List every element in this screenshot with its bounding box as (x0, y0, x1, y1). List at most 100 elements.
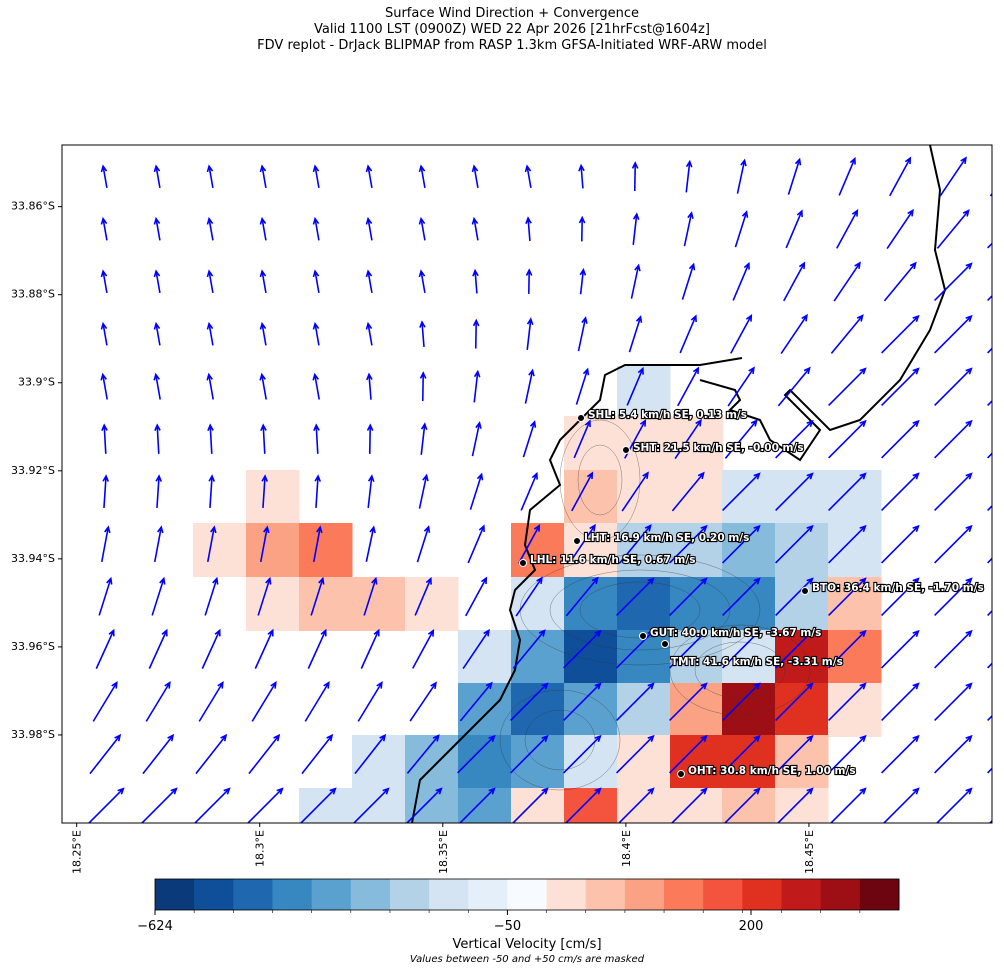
convergence-cell (670, 470, 724, 524)
colorbar-swatch (781, 879, 822, 910)
wind-arrow (722, 577, 761, 616)
x-tick-label: 18.25°E (71, 830, 84, 874)
wind-arrow (734, 210, 749, 248)
wind-arrow (881, 524, 920, 564)
wind-arrow (833, 261, 861, 302)
wind-arrow (204, 576, 219, 616)
station-dot (519, 559, 527, 567)
wind-arrow (987, 294, 992, 301)
wind-arrow (515, 576, 543, 617)
wind-arrow (934, 734, 973, 774)
convergence-cell (670, 523, 724, 577)
wind-arrow (299, 787, 337, 823)
wind-arrow (881, 577, 920, 616)
wind-arrow (732, 261, 750, 301)
wind-arrow (987, 714, 992, 721)
wind-arrow (934, 262, 973, 301)
wind-arrow (472, 318, 480, 349)
wind-arrow (511, 787, 549, 823)
wind-arrow (889, 156, 912, 197)
wind-arrow (312, 269, 320, 293)
wind-arrow (100, 164, 108, 188)
terrain-contour (499, 689, 621, 791)
y-tick-label: 33.94°S (11, 552, 55, 565)
station-label: SHL: 5.4 km/h SE, 0.13 m/s (588, 409, 747, 421)
convergence-cell (352, 788, 406, 823)
convergence-cell (458, 630, 512, 684)
wind-arrow (259, 164, 267, 188)
convergence-cell (828, 630, 882, 684)
wind-arrow (828, 577, 867, 616)
wind-arrow (669, 682, 708, 721)
wind-arrow (207, 423, 214, 454)
wind-arrow (312, 164, 320, 188)
wind-arrow (524, 164, 532, 188)
wind-arrow (412, 628, 435, 669)
convergence-cell (458, 735, 512, 789)
wind-arrow (616, 682, 655, 721)
convergence-cell (511, 735, 565, 789)
wind-arrow (934, 367, 973, 406)
title-line: FDV replot - DrJack BLIPMAP from RASP 1.… (257, 38, 767, 53)
wind-arrow (148, 628, 168, 669)
wind-arrow (828, 734, 867, 774)
wind-arrow (630, 263, 641, 299)
wind-arrow (406, 734, 440, 774)
wind-arrow (828, 682, 867, 721)
colorbar-swatch (546, 879, 587, 910)
station-dot (573, 537, 581, 545)
wind-arrow (671, 471, 705, 512)
colorbar-swatch (233, 879, 273, 910)
wind-arrow (565, 576, 599, 617)
convergence-cell (670, 735, 724, 789)
convergence-cell (511, 523, 565, 577)
wind-arrow (357, 681, 383, 722)
wind-arrow (936, 209, 970, 249)
convergence-cell (246, 470, 300, 524)
convergence-cell (775, 630, 829, 684)
wind-arrow (775, 472, 814, 511)
wind-arrow (828, 472, 867, 511)
wind-arrow (312, 216, 320, 241)
wind-arrow (473, 369, 481, 403)
wind-arrow (153, 164, 161, 188)
wind-arrow (414, 576, 432, 616)
wind-arrow (730, 313, 753, 354)
wind-arrow (365, 525, 376, 562)
wind-arrow (669, 734, 708, 774)
wind-arrow (304, 681, 330, 722)
wind-arrow (526, 317, 534, 350)
wind-arrow (626, 366, 644, 406)
wind-arrow (775, 629, 814, 669)
wind-arrow (363, 576, 378, 616)
wind-arrow (259, 372, 267, 400)
wind-arrow (510, 734, 549, 774)
wind-arrow (934, 524, 973, 564)
wind-arrow (573, 419, 591, 459)
wind-arrow (881, 314, 920, 354)
wind-arrow (723, 787, 761, 823)
wind-arrow (881, 472, 920, 511)
wind-arrow (312, 321, 320, 346)
convergence-cell (511, 788, 565, 823)
convergence-cell (775, 577, 829, 631)
wind-arrow (987, 242, 992, 249)
wind-arrow (98, 576, 113, 616)
wind-arrow (776, 787, 814, 823)
station-label: GUT: 40.0 km/h SE, -3.67 m/s (650, 627, 821, 639)
wind-arrow (100, 372, 108, 400)
wind-arrow (775, 524, 814, 564)
terrain-contour (559, 419, 641, 541)
colorbar-tick-label: 200 (739, 919, 764, 934)
wind-arrow (522, 420, 537, 458)
terrain-contour (577, 444, 623, 516)
wind-arrow (881, 419, 920, 459)
station-dot (639, 632, 647, 640)
title-line: Surface Wind Direction + Convergence (385, 6, 639, 21)
convergence-cell (775, 683, 829, 737)
convergence-cell (299, 577, 353, 631)
wind-arrow (259, 525, 270, 563)
y-tick-label: 33.92°S (11, 464, 55, 477)
wind-arrow (775, 419, 814, 459)
wind-arrow (883, 261, 917, 302)
